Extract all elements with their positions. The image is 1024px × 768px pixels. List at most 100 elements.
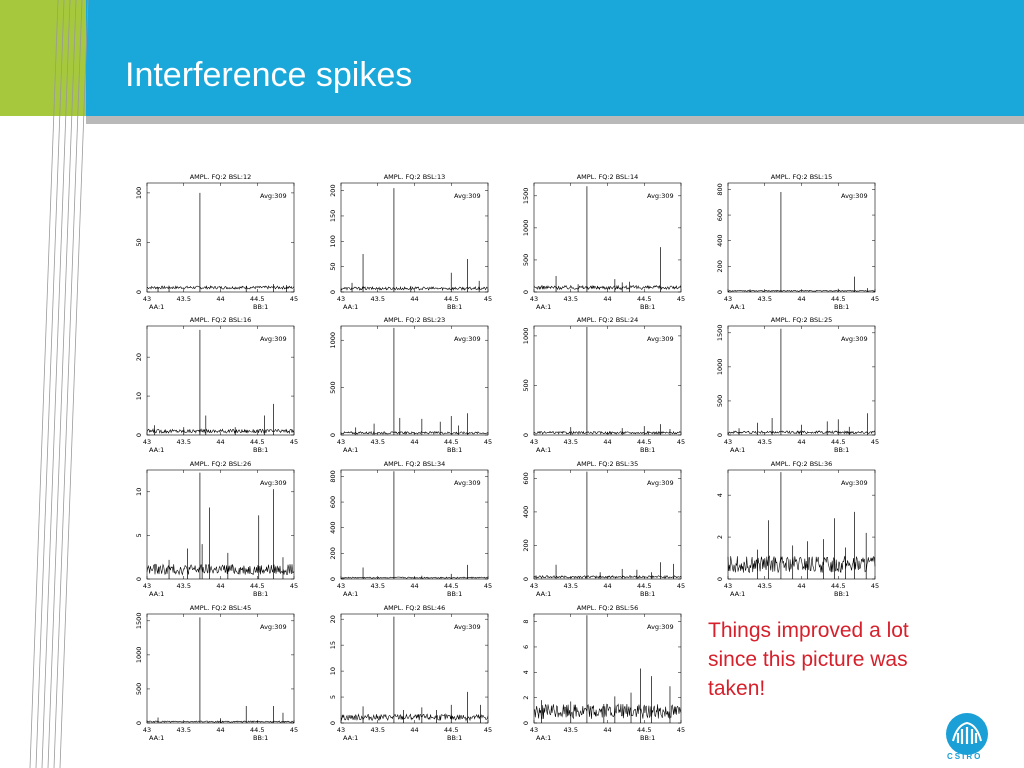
- series-line: [340, 576, 489, 579]
- antenna-label: AA:1: [536, 734, 551, 742]
- avg-label: Avg:309: [454, 192, 481, 200]
- y-tick-label: 500: [135, 683, 143, 695]
- avg-label: Avg:309: [647, 335, 674, 343]
- x-tick-label: 44.5: [444, 726, 458, 734]
- antenna-label: AA:1: [536, 303, 551, 311]
- x-tick-label: 45: [484, 295, 492, 303]
- antenna-label: BB:1: [640, 303, 655, 311]
- x-tick-label: 45: [677, 438, 685, 446]
- x-tick-label: 43.5: [371, 295, 385, 303]
- series-line: [340, 285, 489, 292]
- y-tick-label: 1000: [135, 647, 143, 664]
- y-tick-label: 200: [329, 547, 337, 559]
- panel: AMPL. FQ:2 BSL:23 Avg:309 43 43.5 44 44.5 45 0 5…: [329, 316, 492, 454]
- y-tick-label: 1000: [522, 328, 530, 345]
- x-tick-label: 44.5: [637, 726, 651, 734]
- y-tick-label: 500: [522, 254, 530, 266]
- avg-label: Avg:309: [841, 335, 868, 343]
- avg-label: Avg:309: [454, 335, 481, 343]
- y-tick-label: 500: [522, 379, 530, 391]
- x-tick-label: 44: [603, 726, 611, 734]
- antenna-label: BB:1: [640, 446, 655, 454]
- y-tick-label: 1000: [329, 332, 337, 349]
- x-tick-label: 45: [290, 726, 298, 734]
- x-tick-label: 44.5: [831, 438, 845, 446]
- avg-label: Avg:309: [260, 192, 287, 200]
- series-line: [533, 574, 682, 579]
- y-tick-label: 0: [329, 433, 337, 437]
- avg-label: Avg:309: [841, 192, 868, 200]
- panel-title: AMPL. FQ:2 BSL:36: [771, 460, 833, 468]
- series-line: [533, 284, 682, 291]
- series-line: [533, 703, 682, 720]
- panel: AMPL. FQ:2 BSL:24 Avg:309 43 43.5 44 44.5 45 0 5…: [522, 316, 685, 454]
- x-tick-label: 43: [143, 726, 151, 734]
- y-tick-label: 50: [329, 263, 337, 271]
- panel-title: AMPL. FQ:2 BSL:45: [190, 604, 252, 612]
- y-tick-label: 500: [716, 395, 724, 407]
- panel-title: AMPL. FQ:2 BSL:26: [190, 460, 252, 468]
- y-tick-label: 10: [135, 488, 143, 496]
- y-tick-label: 0: [522, 433, 530, 437]
- panel-title: AMPL. FQ:2 BSL:15: [771, 173, 833, 181]
- x-tick-label: 44.5: [831, 295, 845, 303]
- x-tick-label: 45: [871, 438, 879, 446]
- x-tick-label: 44.5: [444, 582, 458, 590]
- x-tick-label: 44.5: [250, 726, 264, 734]
- x-tick-label: 43: [530, 726, 538, 734]
- x-tick-label: 43.5: [564, 295, 578, 303]
- accent-block: [0, 0, 86, 116]
- x-tick-label: 44: [603, 582, 611, 590]
- avg-label: Avg:309: [454, 479, 481, 487]
- x-tick-label: 43.5: [177, 582, 191, 590]
- y-tick-label: 0: [522, 577, 530, 581]
- antenna-label: AA:1: [536, 446, 551, 454]
- x-tick-label: 44.5: [831, 582, 845, 590]
- x-tick-label: 44.5: [444, 438, 458, 446]
- x-tick-label: 45: [677, 726, 685, 734]
- x-tick-label: 44: [797, 438, 805, 446]
- x-tick-label: 44: [410, 438, 418, 446]
- x-tick-label: 43.5: [758, 295, 772, 303]
- panel: AMPL. FQ:2 BSL:56 Avg:309 43 43.5 44 44.5 45 0 2…: [522, 604, 685, 742]
- series-line: [727, 289, 876, 292]
- x-tick-label: 45: [677, 582, 685, 590]
- y-tick-label: 600: [329, 496, 337, 508]
- panel: AMPL. FQ:2 BSL:46 Avg:309 43 43.5 44 44.5 45 0 5…: [329, 604, 492, 742]
- note-line: Things improved a lot: [708, 619, 909, 642]
- series-line: [727, 555, 876, 574]
- y-tick-label: 400: [716, 234, 724, 246]
- x-tick-label: 43.5: [177, 438, 191, 446]
- antenna-label: BB:1: [834, 446, 849, 454]
- y-tick-label: 0: [135, 577, 143, 581]
- y-tick-label: 1500: [522, 188, 530, 205]
- x-tick-label: 43: [337, 582, 345, 590]
- x-tick-label: 44: [216, 726, 224, 734]
- panel-title: AMPL. FQ:2 BSL:35: [577, 460, 639, 468]
- panel-title: AMPL. FQ:2 BSL:16: [190, 316, 252, 324]
- x-tick-label: 44: [216, 582, 224, 590]
- x-tick-label: 44: [797, 295, 805, 303]
- y-tick-label: 0: [135, 433, 143, 437]
- antenna-label: BB:1: [447, 303, 462, 311]
- panel-title: AMPL. FQ:2 BSL:46: [384, 604, 446, 612]
- x-tick-label: 43: [530, 582, 538, 590]
- x-tick-label: 45: [484, 726, 492, 734]
- x-tick-label: 44.5: [250, 295, 264, 303]
- x-tick-label: 44: [603, 295, 611, 303]
- series-line: [340, 430, 489, 435]
- y-tick-label: 2: [716, 535, 724, 539]
- x-tick-label: 44: [216, 438, 224, 446]
- x-tick-label: 43.5: [564, 438, 578, 446]
- avg-label: Avg:309: [647, 479, 674, 487]
- panel: AMPL. FQ:2 BSL:12 Avg:309 43 43.5 44 44.5 45 0 5…: [135, 173, 298, 311]
- panel: AMPL. FQ:2 BSL:25 Avg:309 43 43.5 44 44.5 45 0 5…: [716, 316, 879, 454]
- avg-label: Avg:309: [260, 335, 287, 343]
- x-tick-label: 43.5: [564, 726, 578, 734]
- series-line: [533, 430, 682, 436]
- x-tick-label: 44: [216, 295, 224, 303]
- x-tick-label: 43: [530, 295, 538, 303]
- y-tick-label: 6: [522, 645, 530, 649]
- y-tick-label: 200: [329, 184, 337, 196]
- x-tick-label: 45: [871, 582, 879, 590]
